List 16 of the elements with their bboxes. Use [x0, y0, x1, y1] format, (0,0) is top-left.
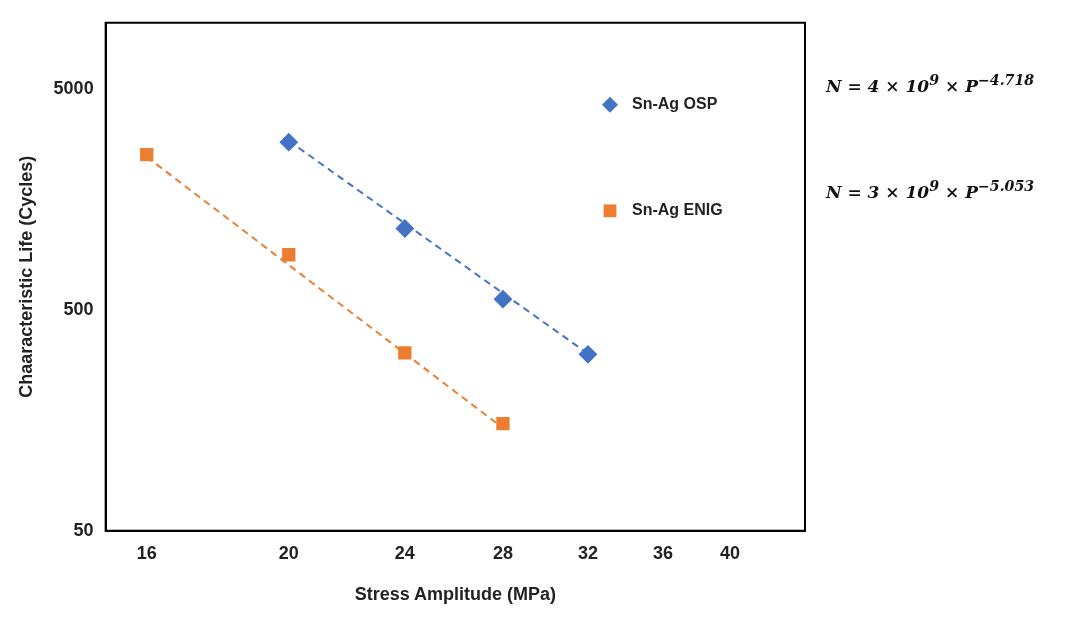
x-tick-label: 28 [492, 542, 513, 563]
y-tick-label: 500 [63, 299, 94, 319]
x-tick-label: 36 [652, 542, 673, 563]
x-tick-label: 32 [577, 542, 598, 563]
x-tick-label: 20 [278, 542, 299, 563]
y-axis-title: Chaaracteristic Life (Cycles) [15, 155, 36, 398]
legend-label: Sn-Ag ENIG [632, 201, 723, 219]
y-tick-label: 50 [73, 519, 94, 540]
x-tick-label: 24 [394, 542, 415, 563]
legend-label: Sn-Ag OSP [632, 95, 718, 113]
x-tick-label: 40 [720, 542, 741, 563]
text: N = 4 × 10$^{9}$ × P$^{−4.718}$ [826, 72, 1035, 96]
y-tick-label: 5000 [53, 78, 94, 99]
text: N = 3 × 10$^{9}$ × P$^{−5.053}$ [826, 178, 1035, 202]
x-tick-label: 16 [136, 542, 157, 563]
x-axis-title: Stress Amplitude (MPa) [354, 584, 557, 605]
